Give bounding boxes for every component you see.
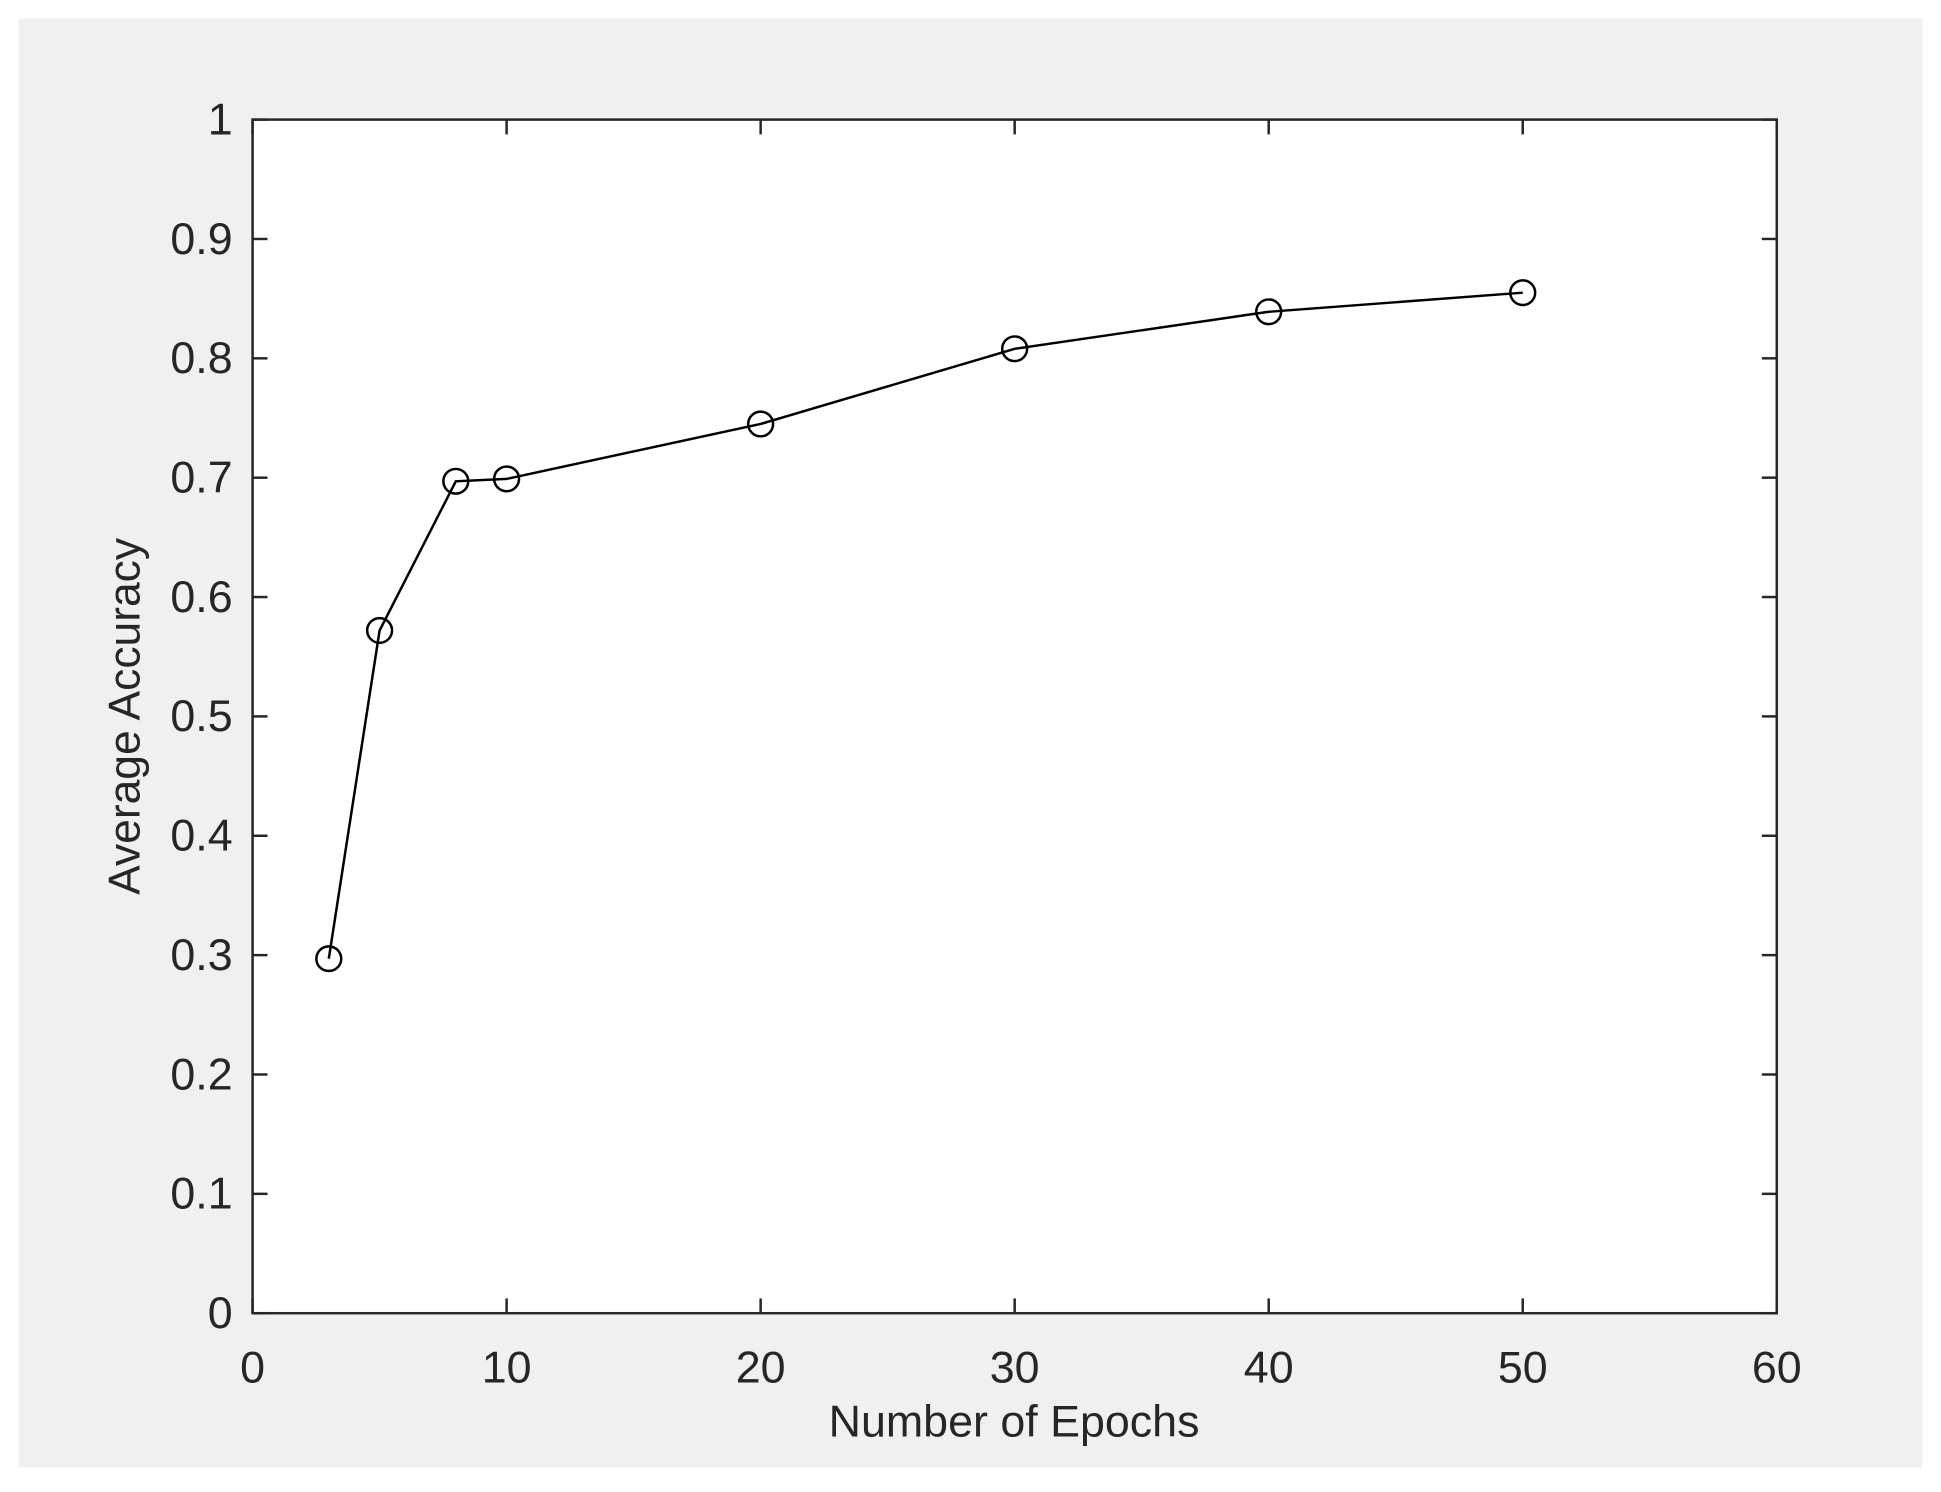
data-point (746, 410, 775, 438)
x-tick-label: 20 (736, 1343, 786, 1392)
y-tick-label: 0.7 (170, 454, 232, 503)
y-tick-label: 0.2 (170, 1050, 232, 1099)
plot-area (251, 118, 1779, 1315)
data-point (1000, 335, 1029, 363)
x-tick-label: 40 (1244, 1343, 1294, 1392)
y-tick-label: 0.5 (170, 692, 232, 741)
y-tick-label: 0 (208, 1289, 233, 1338)
data-line (327, 291, 1523, 959)
y-tick-label: 0.3 (170, 931, 232, 980)
data-point (315, 945, 343, 973)
data-point (1255, 298, 1283, 326)
x-axis-label: Number of Epochs (829, 1398, 1200, 1447)
data-point (442, 467, 470, 495)
y-tick-label: 0.9 (170, 215, 232, 264)
x-tick-label: 10 (482, 1343, 532, 1392)
y-tick-label: 0.1 (170, 1170, 232, 1219)
data-point (1509, 279, 1537, 307)
y-tick-label: 1 (208, 96, 233, 145)
y-axis-label: Average Accuracy (100, 537, 149, 895)
x-tick-label: 50 (1498, 1343, 1548, 1392)
data-point (365, 616, 394, 645)
x-tick-label: 60 (1752, 1343, 1802, 1392)
y-tick-label: 0.8 (170, 334, 232, 383)
data-point (492, 465, 521, 493)
x-tick-label: 0 (240, 1343, 265, 1392)
x-tick-label: 30 (990, 1343, 1040, 1392)
y-tick-label: 0.4 (170, 812, 232, 861)
y-tick-label: 0.6 (170, 573, 232, 622)
